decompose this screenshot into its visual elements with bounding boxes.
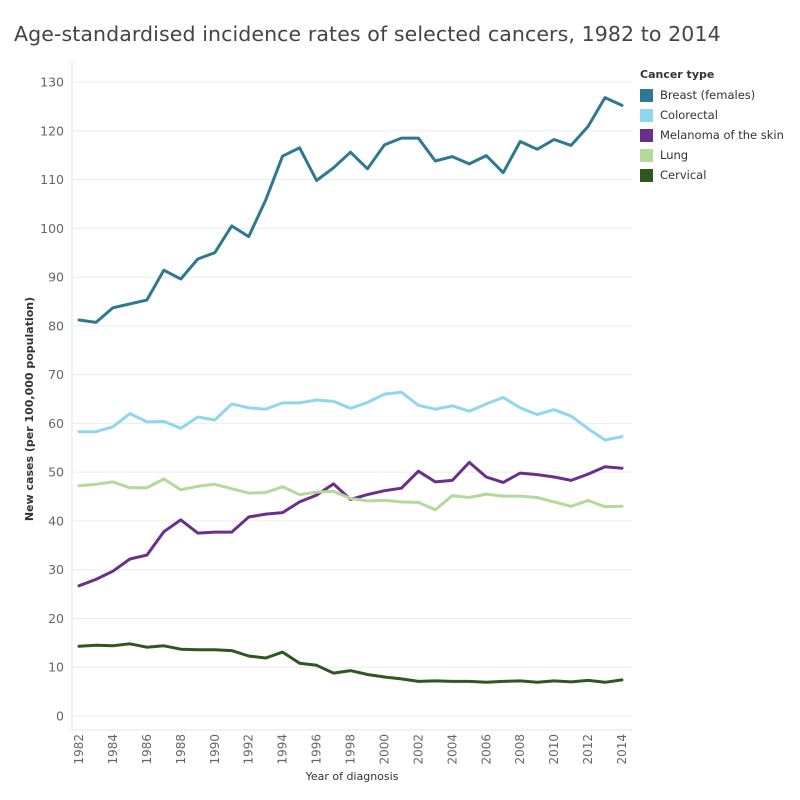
y-tick-label: 30	[48, 562, 64, 577]
legend-label: Breast (females)	[660, 88, 756, 102]
y-tick-label: 120	[40, 123, 64, 138]
legend-swatch	[640, 88, 653, 102]
y-tick-label: 70	[48, 367, 64, 382]
x-tick-label: 1998	[344, 734, 358, 765]
chart-title: Age-standardised incidence rates of sele…	[14, 22, 721, 46]
x-axis-label: Year of diagnosis	[305, 770, 399, 783]
y-tick-label: 80	[48, 318, 64, 333]
y-tick-label: 60	[48, 416, 64, 431]
x-tick-label: 1984	[106, 734, 120, 765]
legend-title: Cancer type	[640, 68, 715, 81]
legend-item[interactable]: Colorectal	[640, 105, 784, 125]
y-tick-label: 40	[48, 513, 64, 528]
series-line-lung	[77, 477, 624, 512]
series-line-breast-females	[77, 96, 624, 324]
legend-swatch	[640, 168, 653, 182]
y-tick-label: 130	[40, 75, 64, 90]
legend: Cancer type Breast (females) Colorectal Me…	[640, 68, 784, 185]
y-tick-label: 0	[56, 709, 64, 724]
legend-label: Lung	[660, 148, 689, 162]
legend-label: Melanoma of the skin	[660, 128, 784, 142]
x-tick-label: 2006	[479, 734, 493, 765]
x-tick-label: 1982	[72, 734, 86, 765]
x-tick-label: 1988	[174, 734, 188, 765]
x-tick-label: 1994	[276, 734, 290, 765]
x-tick-label: 2010	[547, 734, 561, 765]
y-tick-label: 100	[40, 221, 64, 236]
x-tick-label: 2002	[411, 734, 425, 765]
legend-swatch	[640, 148, 653, 162]
legend-items: Breast (females) Colorectal Melanoma of th…	[640, 85, 784, 185]
x-tick-label: 1986	[140, 734, 154, 765]
series-line-cervical	[77, 642, 624, 684]
x-tick-label: 2004	[445, 734, 459, 765]
x-tick-label: 1996	[310, 734, 324, 765]
x-tick-label: 2012	[581, 734, 595, 765]
y-tick-label: 50	[48, 465, 64, 480]
legend-item[interactable]: Lung	[640, 145, 784, 165]
legend-swatch	[640, 128, 653, 142]
series-line-colorectal	[77, 390, 624, 442]
legend-item[interactable]: Cervical	[640, 165, 784, 185]
x-tick-label: 2014	[615, 734, 629, 765]
x-tick-label: 1990	[208, 734, 222, 765]
x-tick-label: 1992	[242, 734, 256, 765]
y-tick-label: 110	[40, 172, 64, 187]
y-tick-label: 10	[48, 660, 64, 675]
legend-item[interactable]: Breast (females)	[640, 85, 784, 105]
legend-item[interactable]: Melanoma of the skin	[640, 125, 784, 145]
x-tick-label: 2000	[377, 734, 391, 765]
y-tick-label: 90	[48, 270, 64, 285]
y-tick-label: 20	[48, 611, 64, 626]
y-axis-label: New cases (per 100,000 population)	[23, 297, 36, 521]
legend-label: Colorectal	[660, 108, 718, 122]
x-tick-label: 2008	[513, 734, 527, 765]
legend-label: Cervical	[660, 168, 707, 182]
legend-swatch	[640, 108, 653, 122]
